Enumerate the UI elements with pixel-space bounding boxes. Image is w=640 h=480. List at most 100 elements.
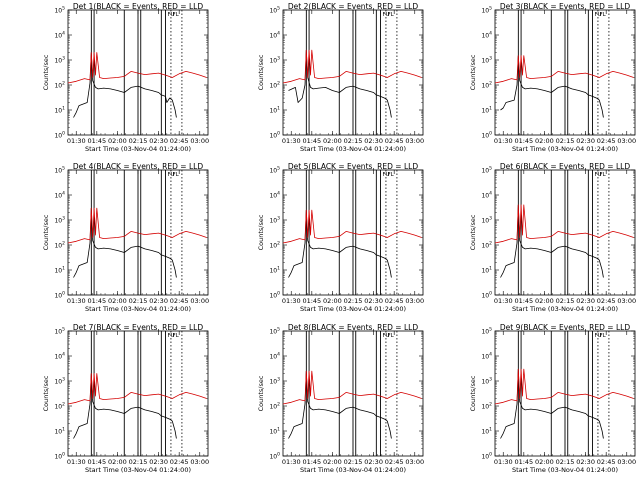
lld-series-line — [67, 52, 207, 84]
events-series-line — [73, 207, 177, 278]
marker-label: FL — [172, 172, 179, 178]
x-tick-label: 02:30 — [364, 297, 383, 305]
panel-title: Det 3(BLACK = Events, RED = LLD — [500, 2, 630, 11]
x-tick-label: 02:15 — [344, 297, 363, 305]
x-axis-label: Start Time (03-Nov-04 01:24:00) — [512, 466, 618, 474]
detector-panel-9: Det 9(BLACK = Events, RED = LLD 100 101 102… — [469, 323, 636, 474]
x-tick-label: 02:15 — [556, 297, 575, 305]
detector-panel-1: Det 1(BLACK = Events, RED = LLD 100 101 102… — [42, 2, 209, 153]
y-axis-label: Counts/sec — [469, 54, 477, 90]
y-tick-label: 105 — [269, 6, 280, 15]
x-tick-label: 02:00 — [108, 297, 127, 305]
marker-label: FL — [387, 12, 394, 18]
marker-label: FL — [599, 333, 606, 339]
marker-label: FU — [167, 333, 174, 339]
y-tick-label: 103 — [269, 216, 280, 225]
y-tick-label: 103 — [269, 56, 280, 65]
x-tick-label: 01:45 — [514, 137, 533, 145]
x-tick-label: 01:30 — [494, 297, 513, 305]
detector-panel-7: Det 7(BLACK = Events, RED = LLD 100 101 102… — [42, 323, 209, 474]
marker-label: FL — [387, 333, 394, 339]
y-tick-label: 101 — [269, 427, 280, 436]
y-tick-label: 101 — [481, 427, 492, 436]
y-tick-label: 104 — [481, 31, 492, 40]
lld-series-line — [67, 373, 207, 405]
x-axis-label: Start Time (03-Nov-04 01:24:00) — [85, 466, 191, 474]
y-tick-label: 104 — [269, 352, 280, 361]
y-tick-label: 103 — [54, 56, 65, 65]
x-axis-label: Start Time (03-Nov-04 01:24:00) — [512, 305, 618, 313]
y-tick-label: 102 — [269, 241, 280, 250]
x-tick-label: 01:30 — [67, 297, 86, 305]
lld-series-line — [282, 49, 422, 84]
x-tick-label: 01:45 — [87, 137, 106, 145]
y-tick-label: 101 — [269, 266, 280, 275]
y-tick-label: 104 — [481, 352, 492, 361]
x-tick-label: 02:00 — [323, 458, 342, 466]
detector-panel-2: Det 2(BLACK = Events, RED = LLD 100 101 102… — [257, 2, 424, 153]
panel-title: Det 9(BLACK = Events, RED = LLD — [500, 323, 630, 332]
y-tick-label: 101 — [481, 266, 492, 275]
panel-title: Det 6(BLACK = Events, RED = LLD — [500, 162, 630, 171]
x-tick-label: 02:45 — [170, 458, 189, 466]
y-axis-label: Counts/sec — [257, 214, 265, 250]
y-tick-label: 100 — [54, 291, 65, 300]
y-tick-label: 105 — [481, 327, 492, 336]
detector-panel-3: Det 3(BLACK = Events, RED = LLD 100 101 102… — [469, 2, 636, 153]
marker-label: FU — [594, 12, 601, 18]
marker-label: FL — [387, 172, 394, 178]
y-tick-label: 102 — [54, 402, 65, 411]
x-tick-label: 01:30 — [67, 137, 86, 145]
x-tick-label: 02:30 — [576, 297, 595, 305]
x-tick-label: 03:00 — [405, 297, 424, 305]
y-tick-label: 104 — [54, 352, 65, 361]
x-tick-label: 02:45 — [385, 137, 404, 145]
y-tick-label: 105 — [481, 166, 492, 175]
x-tick-label: 03:00 — [405, 137, 424, 145]
marker-label: FU — [382, 12, 389, 18]
y-tick-label: 104 — [54, 191, 65, 200]
x-tick-label: 01:30 — [282, 458, 301, 466]
x-tick-label: 01:30 — [494, 137, 513, 145]
x-tick-label: 03:00 — [405, 458, 424, 466]
marker-label: FU — [382, 333, 389, 339]
y-tick-label: 102 — [481, 241, 492, 250]
x-tick-label: 01:30 — [494, 458, 513, 466]
lld-series-line — [282, 370, 422, 405]
panel-title: Det 7(BLACK = Events, RED = LLD — [73, 323, 203, 332]
x-tick-label: 02:30 — [149, 297, 168, 305]
y-tick-label: 102 — [269, 81, 280, 90]
x-tick-label: 03:00 — [190, 458, 209, 466]
x-axis-label: Start Time (03-Nov-04 01:24:00) — [512, 145, 618, 153]
y-tick-label: 100 — [481, 452, 492, 461]
x-tick-label: 01:30 — [282, 297, 301, 305]
y-axis-label: Counts/sec — [42, 214, 50, 250]
marker-label: FL — [599, 12, 606, 18]
x-tick-label: 02:30 — [576, 137, 595, 145]
y-axis-label: Counts/sec — [42, 54, 50, 90]
x-tick-label: 01:30 — [67, 458, 86, 466]
x-tick-label: 02:30 — [364, 137, 383, 145]
lld-series-line — [494, 204, 634, 244]
x-tick-label: 02:45 — [385, 458, 404, 466]
y-tick-label: 105 — [481, 6, 492, 15]
marker-label: FL — [172, 333, 179, 339]
y-axis-label: Counts/sec — [469, 214, 477, 250]
x-tick-label: 01:45 — [302, 297, 321, 305]
marker-label: FL — [172, 12, 179, 18]
x-tick-label: 03:00 — [617, 137, 636, 145]
y-tick-label: 104 — [269, 191, 280, 200]
events-series-line — [288, 49, 392, 118]
events-series-line — [73, 373, 177, 439]
y-tick-label: 100 — [481, 291, 492, 300]
x-tick-label: 02:00 — [323, 137, 342, 145]
events-series-line — [288, 370, 392, 439]
y-tick-label: 101 — [54, 266, 65, 275]
panel-title: Det 5(BLACK = Events, RED = LLD — [288, 162, 418, 171]
x-tick-label: 02:30 — [149, 137, 168, 145]
x-tick-label: 02:15 — [344, 137, 363, 145]
x-tick-label: 02:00 — [535, 297, 554, 305]
x-tick-label: 02:15 — [556, 137, 575, 145]
events-series-line — [500, 368, 604, 439]
